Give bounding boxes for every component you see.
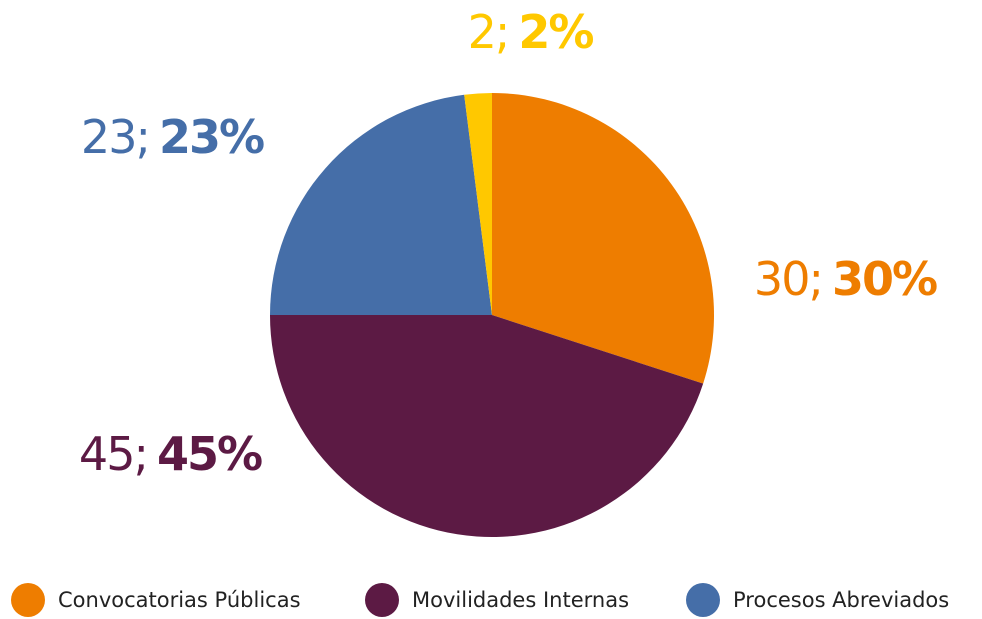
data-label: 45; 45% bbox=[79, 427, 262, 481]
value-label: 45; bbox=[79, 427, 147, 481]
data-label: 30; 30% bbox=[754, 252, 937, 306]
value-label: 30; bbox=[754, 252, 822, 306]
legend-swatch bbox=[686, 583, 720, 617]
data-label: 2; 2% bbox=[468, 5, 594, 59]
value-label: 2; bbox=[468, 5, 509, 59]
legend-label: Convocatorias Públicas bbox=[58, 588, 301, 612]
percent-label: 30% bbox=[832, 252, 937, 306]
legend-swatch bbox=[11, 583, 45, 617]
legend-swatch bbox=[365, 583, 399, 617]
percent-label: 23% bbox=[159, 110, 264, 164]
legend-label: Movilidades Internas bbox=[412, 588, 629, 612]
value-label: 23; bbox=[81, 110, 149, 164]
pie-slice bbox=[464, 93, 492, 315]
percent-label: 2% bbox=[518, 5, 593, 59]
pie-slice bbox=[270, 315, 704, 538]
pie-slice bbox=[270, 94, 492, 315]
data-label: 23; 23% bbox=[81, 110, 264, 164]
percent-label: 45% bbox=[157, 427, 262, 481]
pie-slice bbox=[492, 93, 714, 384]
legend-label: Procesos Abreviados bbox=[733, 588, 949, 612]
